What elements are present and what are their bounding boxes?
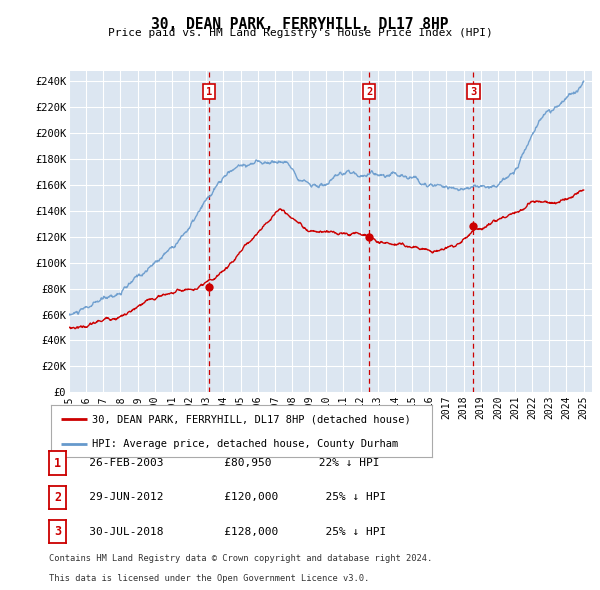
Text: 3: 3	[54, 525, 61, 538]
Text: 1: 1	[206, 87, 212, 97]
Text: 1: 1	[54, 457, 61, 470]
Text: 30, DEAN PARK, FERRYHILL, DL17 8HP: 30, DEAN PARK, FERRYHILL, DL17 8HP	[151, 17, 449, 31]
Text: 30, DEAN PARK, FERRYHILL, DL17 8HP (detached house): 30, DEAN PARK, FERRYHILL, DL17 8HP (deta…	[92, 414, 411, 424]
Text: 26-FEB-2003         £80,950       22% ↓ HPI: 26-FEB-2003 £80,950 22% ↓ HPI	[69, 458, 380, 468]
Text: Price paid vs. HM Land Registry's House Price Index (HPI): Price paid vs. HM Land Registry's House …	[107, 28, 493, 38]
Text: Contains HM Land Registry data © Crown copyright and database right 2024.: Contains HM Land Registry data © Crown c…	[49, 554, 433, 563]
Text: 29-JUN-2012         £120,000       25% ↓ HPI: 29-JUN-2012 £120,000 25% ↓ HPI	[69, 493, 386, 502]
Text: 2: 2	[366, 87, 372, 97]
Text: 3: 3	[470, 87, 476, 97]
Text: This data is licensed under the Open Government Licence v3.0.: This data is licensed under the Open Gov…	[49, 574, 370, 583]
Text: 30-JUL-2018         £128,000       25% ↓ HPI: 30-JUL-2018 £128,000 25% ↓ HPI	[69, 527, 386, 536]
Text: 2: 2	[54, 491, 61, 504]
Text: HPI: Average price, detached house, County Durham: HPI: Average price, detached house, Coun…	[92, 439, 398, 449]
